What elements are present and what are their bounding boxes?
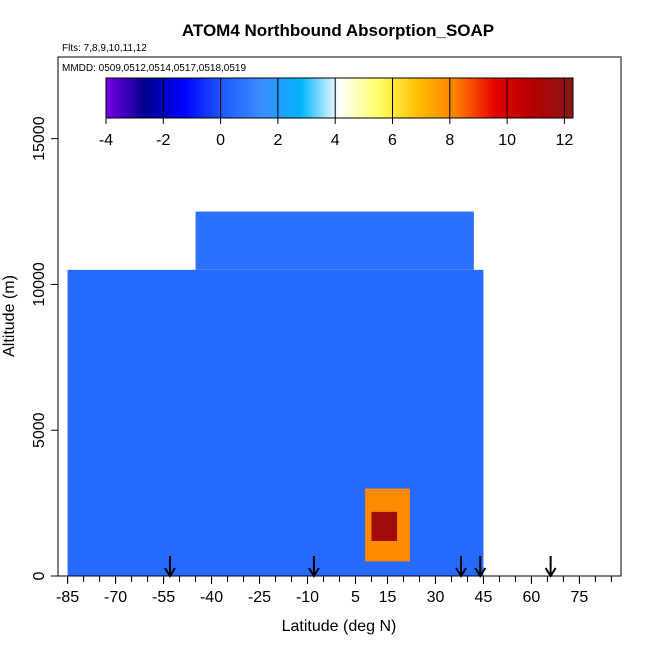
flights-label: Flts: 7,8,9,10,11,12 [62, 43, 147, 54]
colorbar-box [105, 77, 574, 119]
x-tick-label-11: 75 [571, 589, 589, 606]
x-tick-label-0: -85 [56, 589, 79, 606]
heat-cell-0 [67, 269, 484, 576]
colorbar: -4 -2 0 2 4 6 8 10 12 [99, 77, 574, 149]
y-tick-label-1: 5000 [31, 412, 48, 448]
x-axis-label: Latitude (deg N) [282, 618, 397, 635]
colorbar-tick-label-8: 12 [556, 132, 574, 149]
colorbar-tick-label-6: 8 [445, 132, 454, 149]
colorbar-tick-label-7: 10 [498, 132, 516, 149]
y-tick-label-0: 0 [31, 571, 48, 580]
x-tick-label-6: 5 [351, 589, 360, 606]
colorbar-tick-label-3: 2 [273, 132, 282, 149]
x-tick-label-8: 30 [427, 589, 445, 606]
x-tick-label-9: 45 [475, 589, 493, 606]
colorbar-tick-label-4: 4 [331, 132, 340, 149]
y-tick-label-2: 10000 [31, 262, 48, 307]
x-tick-label-7: 15 [379, 589, 397, 606]
x-tick-label-5: -10 [296, 589, 319, 606]
x-tick-label-4: -25 [248, 589, 271, 606]
heatmap-cells [67, 211, 484, 576]
heat-cell-1 [195, 211, 474, 270]
heat-cell-3 [371, 511, 398, 542]
x-tick-label-2: -55 [152, 589, 175, 606]
colorbar-tick-label-1: -2 [156, 132, 170, 149]
colorbar-tick-label-0: -4 [99, 132, 113, 149]
x-tick-label-3: -40 [200, 589, 223, 606]
x-tick-label-10: 60 [523, 589, 541, 606]
y-axis: 0 5000 10000 15000 [31, 116, 58, 580]
colorbar-tick-label-5: 6 [388, 132, 397, 149]
x-axis: -85 -70 -55 -40 -25 -10 5 15 30 45 60 75 [56, 576, 612, 606]
dates-label: MMDD: 0509,0512,0514,0517,0518,0519 [62, 63, 246, 74]
y-tick-label-3: 15000 [31, 116, 48, 161]
x-tick-label-1: -70 [104, 589, 127, 606]
y-axis-label: Altitude (m) [1, 275, 18, 357]
chart-title: ATOM4 Northbound Absorption_SOAP [182, 21, 494, 40]
colorbar-tick-label-2: 0 [216, 132, 225, 149]
